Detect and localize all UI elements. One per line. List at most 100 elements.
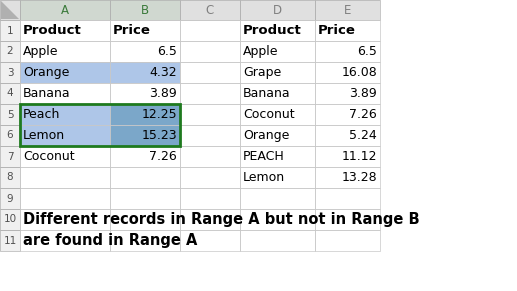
Bar bbox=[0, 0, 20, 20]
Bar bbox=[240, 209, 315, 230]
Text: Peach: Peach bbox=[23, 108, 60, 121]
Bar bbox=[240, 230, 315, 251]
Bar bbox=[20, 62, 110, 83]
Bar bbox=[180, 167, 240, 188]
Text: 15.23: 15.23 bbox=[141, 129, 177, 142]
Bar bbox=[180, 0, 240, 20]
Bar bbox=[0, 83, 20, 104]
Text: 7: 7 bbox=[7, 152, 13, 162]
Bar bbox=[240, 0, 315, 20]
Bar bbox=[240, 83, 315, 104]
Bar bbox=[0, 20, 20, 41]
Bar bbox=[315, 104, 380, 125]
Bar bbox=[240, 146, 315, 167]
Bar bbox=[180, 41, 240, 62]
Bar bbox=[180, 146, 240, 167]
Bar bbox=[180, 188, 240, 209]
Bar bbox=[20, 104, 110, 125]
Bar bbox=[180, 62, 240, 83]
Bar bbox=[110, 0, 180, 20]
Bar bbox=[180, 125, 240, 146]
Bar bbox=[110, 83, 180, 104]
Text: B: B bbox=[141, 3, 149, 17]
Bar bbox=[180, 41, 240, 62]
Text: Banana: Banana bbox=[23, 87, 71, 100]
Bar bbox=[315, 146, 380, 167]
Bar bbox=[180, 125, 240, 146]
Bar bbox=[240, 167, 315, 188]
Bar bbox=[0, 104, 20, 125]
Text: 3.89: 3.89 bbox=[149, 87, 177, 100]
Bar bbox=[240, 0, 315, 20]
Bar bbox=[240, 104, 315, 125]
Bar bbox=[110, 125, 180, 146]
Text: 16.08: 16.08 bbox=[341, 66, 377, 79]
Bar bbox=[240, 188, 315, 209]
Bar bbox=[110, 0, 180, 20]
Text: 6.5: 6.5 bbox=[357, 45, 377, 58]
Bar bbox=[180, 62, 240, 83]
Bar bbox=[180, 230, 240, 251]
Text: Coconut: Coconut bbox=[23, 150, 74, 163]
Bar bbox=[110, 188, 180, 209]
Bar bbox=[20, 83, 110, 104]
Bar bbox=[0, 209, 20, 230]
Text: Product: Product bbox=[23, 24, 82, 37]
Text: Price: Price bbox=[318, 24, 356, 37]
Bar bbox=[0, 188, 20, 209]
Bar bbox=[110, 83, 180, 104]
Bar bbox=[180, 20, 240, 41]
Text: 7.26: 7.26 bbox=[149, 150, 177, 163]
Bar bbox=[315, 125, 380, 146]
Bar bbox=[315, 0, 380, 20]
Bar bbox=[20, 0, 110, 20]
Bar bbox=[20, 167, 110, 188]
Text: 1: 1 bbox=[7, 26, 13, 36]
Text: 5: 5 bbox=[7, 109, 13, 120]
Bar bbox=[20, 209, 110, 230]
Bar bbox=[315, 146, 380, 167]
Bar bbox=[20, 83, 110, 104]
Bar bbox=[20, 230, 110, 251]
Bar bbox=[315, 41, 380, 62]
Text: C: C bbox=[206, 3, 214, 17]
Bar bbox=[240, 41, 315, 62]
Bar bbox=[20, 125, 110, 146]
Bar bbox=[315, 167, 380, 188]
Bar bbox=[180, 0, 240, 20]
Bar bbox=[315, 104, 380, 125]
Bar bbox=[180, 104, 240, 125]
Bar bbox=[240, 62, 315, 83]
Bar bbox=[180, 104, 240, 125]
Bar bbox=[20, 146, 110, 167]
Bar bbox=[240, 20, 315, 41]
Text: Banana: Banana bbox=[243, 87, 291, 100]
Text: Apple: Apple bbox=[23, 45, 58, 58]
Bar bbox=[315, 188, 380, 209]
Bar bbox=[110, 41, 180, 62]
Text: 5.24: 5.24 bbox=[349, 129, 377, 142]
Bar bbox=[20, 41, 110, 62]
Text: 8: 8 bbox=[7, 173, 13, 182]
Bar bbox=[240, 125, 315, 146]
Bar bbox=[0, 62, 20, 83]
Bar bbox=[110, 104, 180, 125]
Bar bbox=[240, 125, 315, 146]
Text: Different records in Range A but not in Range B: Different records in Range A but not in … bbox=[23, 212, 420, 227]
Bar bbox=[315, 83, 380, 104]
Text: A: A bbox=[61, 3, 69, 17]
Bar bbox=[315, 62, 380, 83]
Text: D: D bbox=[273, 3, 282, 17]
Text: Product: Product bbox=[243, 24, 302, 37]
Bar bbox=[20, 209, 110, 230]
Text: 4.32: 4.32 bbox=[149, 66, 177, 79]
Bar bbox=[0, 146, 20, 167]
Bar bbox=[240, 167, 315, 188]
Bar bbox=[0, 209, 20, 230]
Text: 3: 3 bbox=[7, 68, 13, 77]
Bar bbox=[20, 188, 110, 209]
Bar bbox=[315, 20, 380, 41]
Bar bbox=[315, 167, 380, 188]
Bar bbox=[240, 104, 315, 125]
Bar bbox=[110, 146, 180, 167]
